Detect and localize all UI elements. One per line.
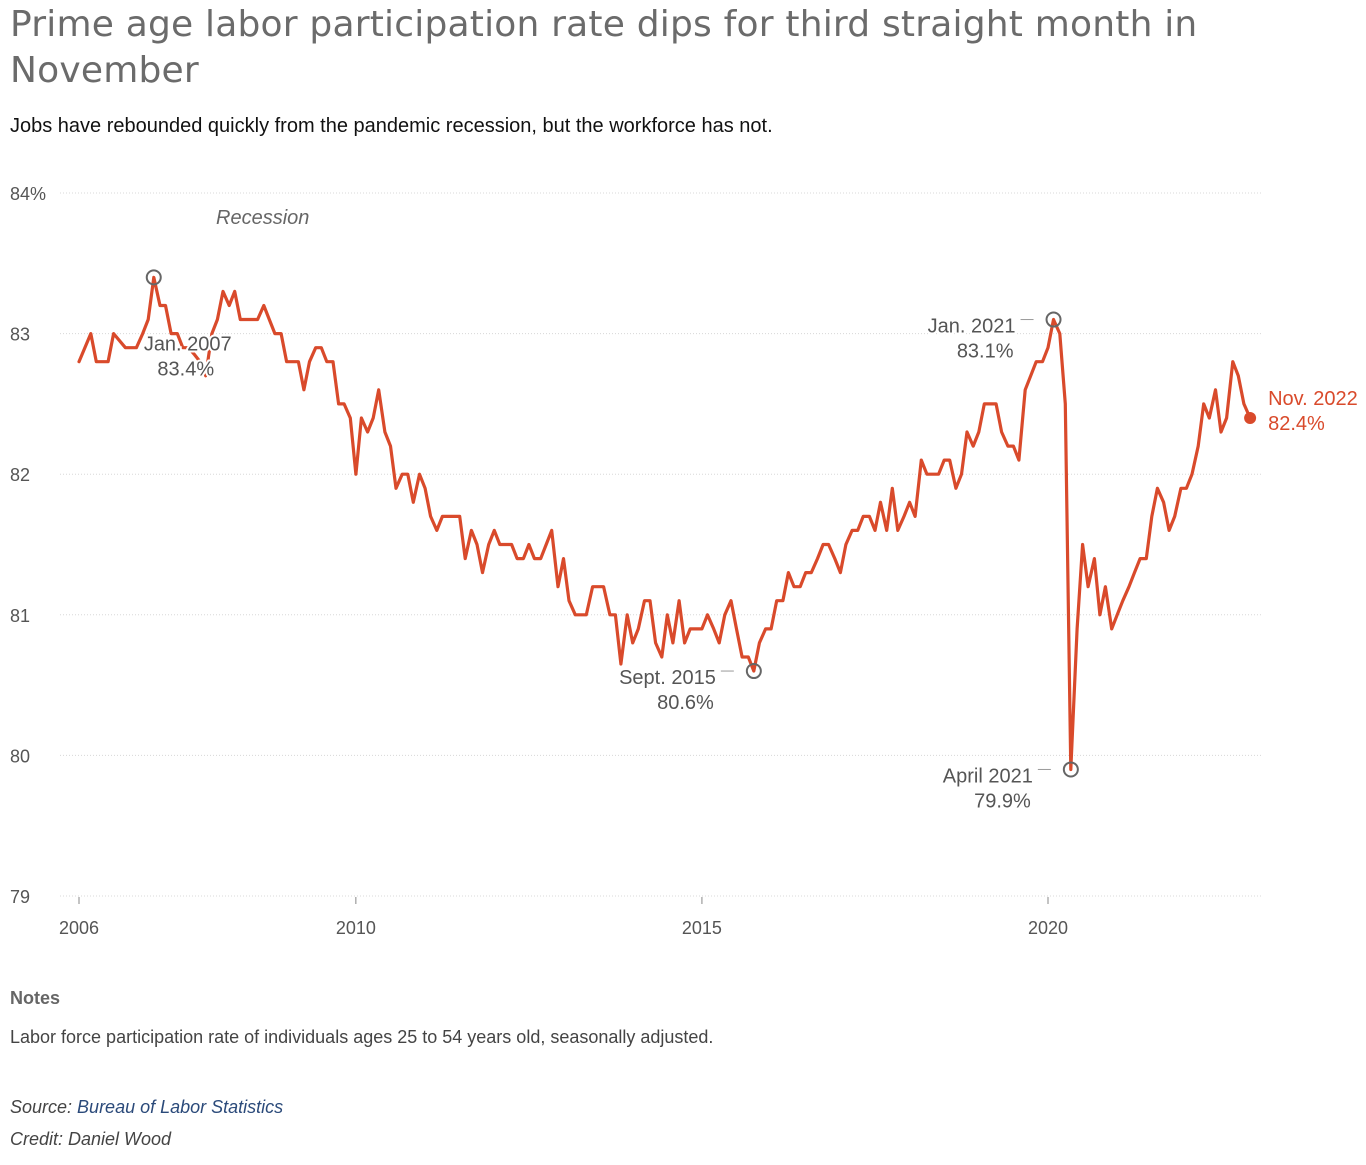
annotation-marker bbox=[1062, 761, 1079, 778]
x-axis: 2006 2010 2015 2020 bbox=[59, 897, 1068, 938]
annotation-marker bbox=[745, 663, 762, 680]
annotation-value: 80.6% bbox=[657, 692, 714, 714]
annotation-label: Sept. 2015 bbox=[619, 667, 716, 689]
source-line: Source: Bureau of Labor Statistics bbox=[10, 1097, 283, 1118]
annotation-value: 83.1% bbox=[957, 341, 1014, 363]
grid-layer bbox=[60, 192, 1262, 897]
annotation-value: 83.4% bbox=[157, 358, 214, 380]
y-axis: 84% 83 82 81 80 79 bbox=[10, 184, 46, 907]
y-tick-label: 82 bbox=[10, 465, 30, 485]
annotation-label: April 2021 bbox=[943, 765, 1033, 787]
recession-label: Recession bbox=[216, 207, 309, 229]
notes-heading: Notes bbox=[10, 988, 61, 1008]
credit-line: Credit: Daniel Wood bbox=[10, 1129, 172, 1149]
x-tick-label: 2006 bbox=[59, 918, 99, 938]
annotation-value: 79.9% bbox=[974, 790, 1031, 812]
chart-title: Prime age labor participation rate dips … bbox=[10, 4, 1198, 91]
y-tick-label: 83 bbox=[10, 325, 30, 345]
x-tick-label: 2020 bbox=[1028, 918, 1068, 938]
notes-text: Labor force participation rate of indivi… bbox=[10, 1027, 714, 1047]
annotation-label: Nov. 2022 bbox=[1268, 388, 1358, 410]
x-tick-label: 2015 bbox=[682, 918, 722, 938]
annotation-label: Jan. 2007 bbox=[144, 333, 232, 355]
source-link[interactable]: Bureau of Labor Statistics bbox=[77, 1097, 284, 1117]
source-label: Source: bbox=[10, 1097, 78, 1117]
annotation-value: 82.4% bbox=[1268, 413, 1325, 435]
y-tick-label: 80 bbox=[10, 746, 30, 766]
annotation-marker bbox=[145, 269, 162, 286]
y-tick-label: 84% bbox=[10, 184, 46, 204]
line-chart: 84% 83 82 81 80 79 2006 2010 2015 2020 Recession… bbox=[10, 184, 1360, 938]
y-tick-label: 81 bbox=[10, 606, 30, 626]
series-layer bbox=[77, 275, 1252, 772]
series-line bbox=[77, 275, 1252, 772]
annotation-marker bbox=[1045, 311, 1062, 328]
endpoint-dot bbox=[1244, 411, 1257, 424]
chart-subtitle: Jobs have rebounded quickly from the pan… bbox=[10, 115, 773, 137]
annotation-label: Jan. 2021 bbox=[928, 316, 1016, 338]
annotations-layer: Jan. 2007 83.4% Sept. 2015 80.6% Jan. 2021 83… bbox=[142, 269, 1360, 814]
y-tick-label: 79 bbox=[10, 887, 30, 907]
x-tick-label: 2010 bbox=[336, 918, 376, 938]
